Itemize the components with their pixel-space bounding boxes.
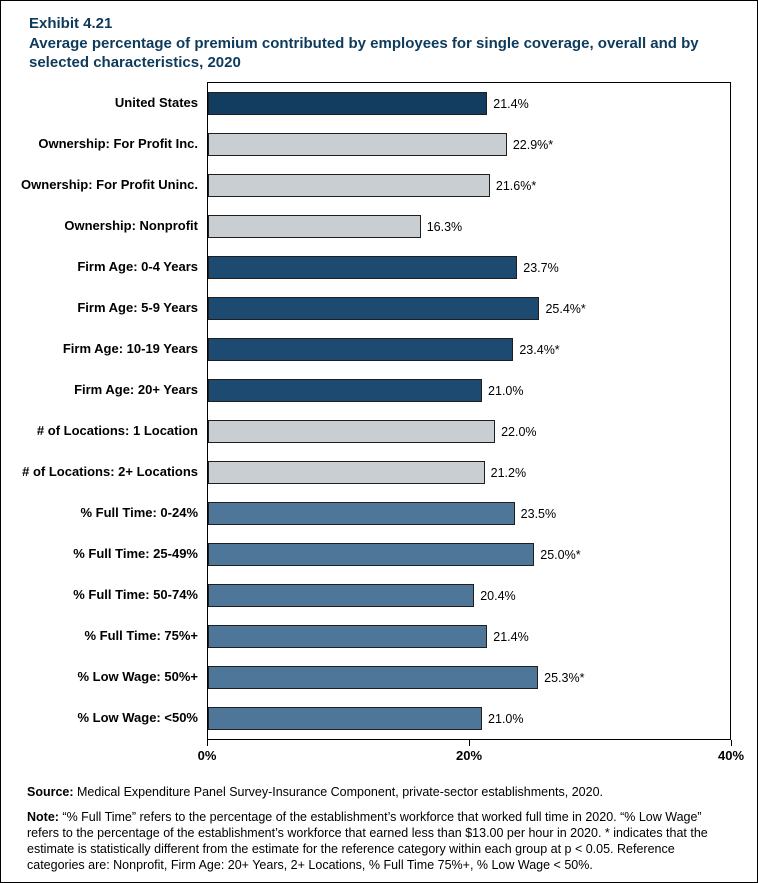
bar	[208, 133, 507, 157]
x-tick	[469, 740, 470, 747]
exhibit-number: Exhibit 4.21	[29, 15, 113, 32]
value-label: 21.2%	[490, 465, 527, 480]
bar-row: 25.0%*	[208, 534, 730, 575]
bar-row: 21.4%	[208, 616, 730, 657]
value-label: 21.0%	[488, 711, 524, 726]
page-title: Average percentage of premium contribute…	[29, 35, 699, 72]
bar-row: 21.0%	[208, 370, 730, 411]
bar-chart: United States Ownership: For Profit Inc. O…	[1, 76, 757, 770]
bar-row: 23.5%	[208, 493, 730, 534]
bar-row: 21.6%*	[208, 165, 730, 206]
value-label: 21.0%	[488, 383, 524, 398]
value-label: 25.0%*	[540, 547, 581, 562]
note-line: Note: “% Full Time” refers to the percen…	[27, 809, 731, 874]
value-label: 25.4%*	[545, 301, 586, 316]
value-label: 21.6%*	[495, 178, 537, 193]
category-label: # of Locations: 2+ Locations	[22, 463, 198, 479]
category-label: % Full Time: 0-24%	[80, 504, 198, 520]
note-text: “% Full Time” refers to the percentage o…	[27, 809, 708, 873]
x-axis: 0% 20% 40%	[198, 740, 744, 770]
x-tick	[731, 740, 732, 747]
category-label: Ownership: Nonprofit	[64, 217, 198, 233]
source-line: Source: Medical Expenditure Panel Survey…	[27, 784, 731, 800]
bar	[208, 625, 488, 649]
category-labels: United States Ownership: For Profit Inc. O…	[9, 82, 207, 770]
x-tick-label: 20%	[455, 748, 483, 764]
value-label: 23.7%	[523, 260, 559, 275]
bar	[208, 256, 518, 280]
footer: Source: Medical Expenditure Panel Survey…	[1, 770, 757, 873]
bar	[208, 92, 488, 116]
bar	[208, 297, 540, 321]
bar-row: 16.3%	[208, 206, 730, 247]
source-text: Medical Expenditure Panel Survey-Insuran…	[73, 785, 603, 800]
category-label: % Full Time: 50-74%	[73, 586, 198, 602]
bar	[208, 543, 535, 567]
x-tick	[207, 740, 208, 747]
plot-area: 21.4% 22.9%* 21.6%* 16.3% 23.7% 25.4%* 23.4%* 2…	[207, 82, 731, 741]
category-label: % Low Wage: 50%+	[77, 668, 198, 684]
value-label: 21.4%	[493, 629, 529, 644]
category-label: % Full Time: 75%+	[84, 627, 198, 643]
bar-row: 23.4%*	[208, 329, 730, 370]
bar	[208, 174, 490, 198]
title-block: Exhibit 4.21 Average percentage of premi…	[1, 1, 757, 76]
category-label: # of Locations: 1 Location	[36, 422, 198, 438]
bar-row: 21.0%	[208, 698, 730, 739]
category-label: % Low Wage: <50%	[77, 709, 198, 725]
bar-row: 25.4%*	[208, 288, 730, 329]
category-label: % Full Time: 25-49%	[73, 545, 198, 561]
bar	[208, 215, 421, 239]
category-label: Firm Age: 10-19 Years	[62, 340, 198, 356]
bar	[208, 379, 483, 403]
note-label: Note:	[27, 809, 59, 824]
bar	[208, 707, 483, 731]
bar-row: 22.9%*	[208, 124, 730, 165]
x-tick-label: 0%	[197, 748, 217, 764]
bar-row: 20.4%	[208, 575, 730, 616]
value-label: 22.9%*	[512, 137, 554, 152]
bar-row: 21.2%	[208, 452, 730, 493]
value-label: 21.4%	[493, 96, 529, 111]
category-label: Ownership: For Profit Inc.	[38, 135, 198, 151]
bar-row: 22.0%	[208, 411, 730, 452]
bar	[208, 666, 539, 690]
bar	[208, 420, 496, 444]
x-tick-label: 40%	[717, 748, 745, 764]
bar	[208, 338, 514, 362]
category-label: Ownership: For Profit Uninc.	[21, 176, 198, 192]
value-label: 20.4%	[480, 588, 516, 603]
bar-row: 25.3%*	[208, 657, 730, 698]
value-label: 25.3%*	[544, 670, 585, 685]
value-label: 23.5%	[520, 506, 557, 521]
category-label: Firm Age: 20+ Years	[74, 381, 198, 397]
category-label: Firm Age: 5-9 Years	[77, 299, 198, 315]
category-label: Firm Age: 0-4 Years	[77, 258, 198, 274]
bar	[208, 461, 485, 485]
bar-row: 21.4%	[208, 83, 730, 124]
category-label: United States	[114, 94, 198, 110]
bar	[208, 502, 515, 526]
plot-column: 21.4% 22.9%* 21.6%* 16.3% 23.7% 25.4%* 23.4%* 2…	[198, 82, 744, 770]
value-label: 16.3%	[426, 219, 463, 234]
value-label: 22.0%	[501, 424, 537, 439]
source-label: Source:	[27, 785, 74, 800]
bar	[208, 584, 475, 608]
value-label: 23.4%*	[519, 342, 560, 357]
bar-row: 23.7%	[208, 247, 730, 288]
